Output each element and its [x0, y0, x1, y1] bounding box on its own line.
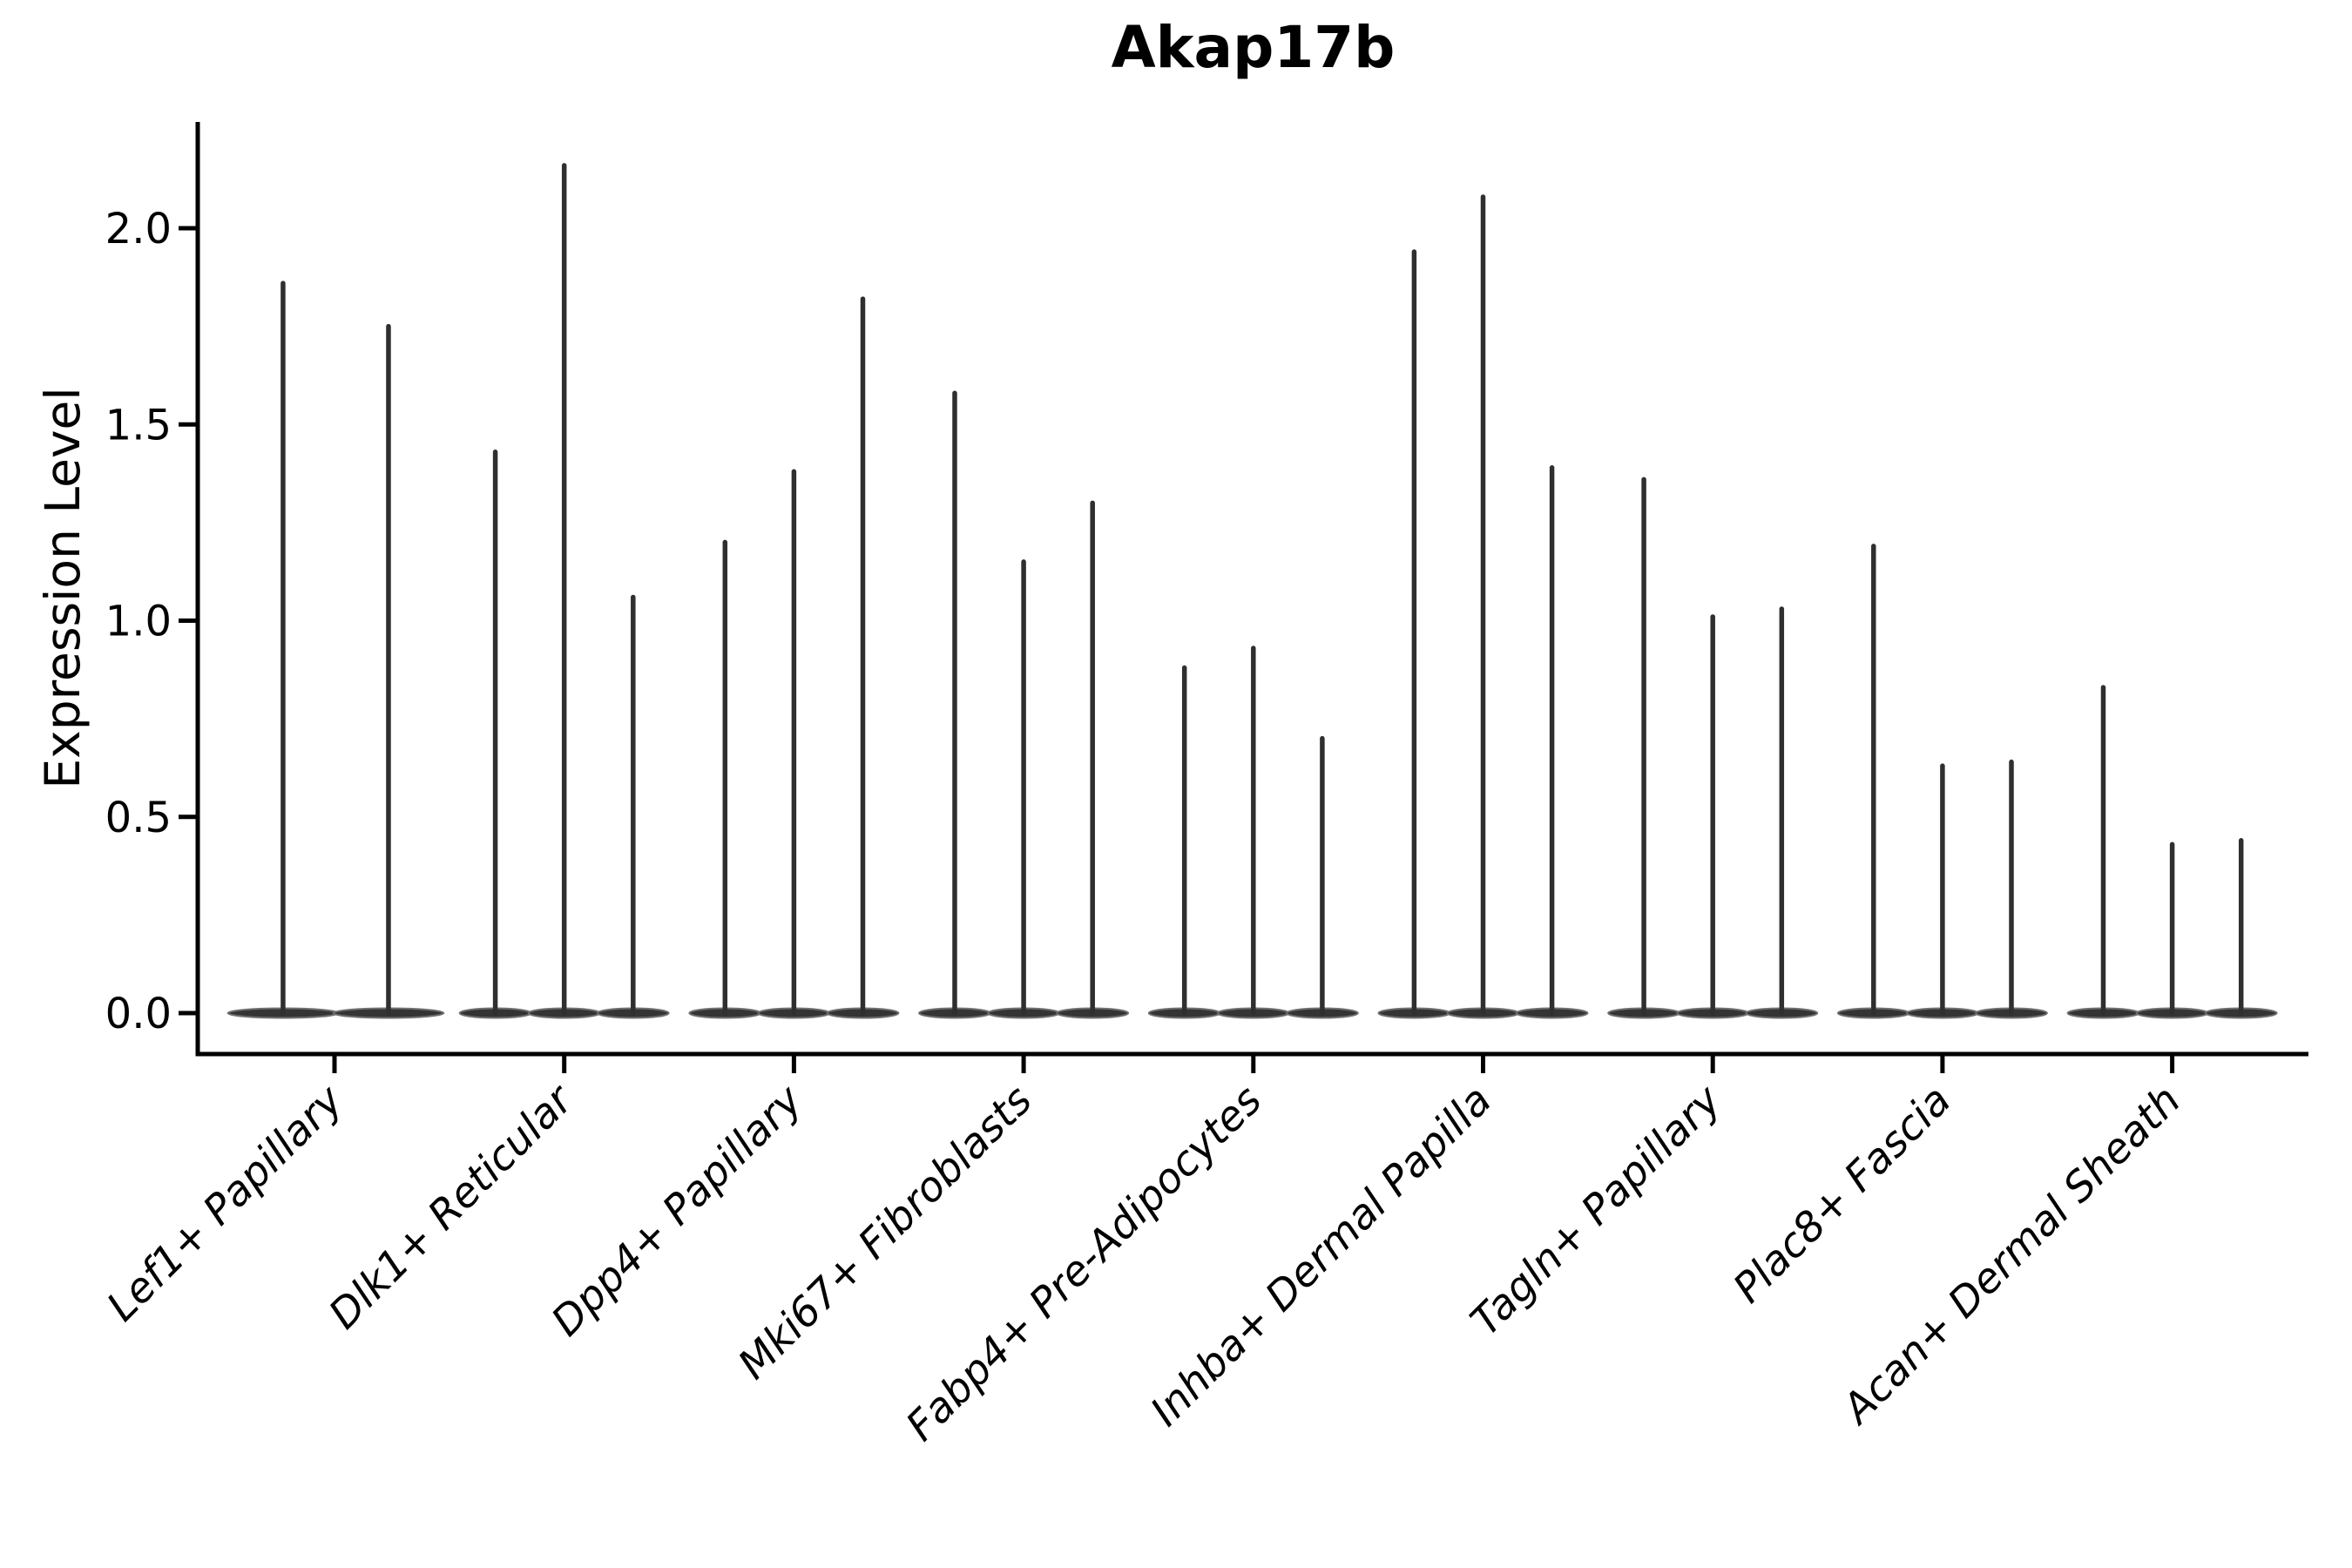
- x-category-label: Dpp4+ Papillary: [543, 1076, 813, 1346]
- x-category-label: Dlk1+ Reticular: [320, 1075, 584, 1339]
- y-tick-label: 1.5: [105, 401, 172, 449]
- x-category-label: Lef1+ Papillary: [98, 1076, 353, 1331]
- y-tick-label: 1.0: [105, 598, 172, 646]
- x-category-label: Plac8+ Fascia: [1724, 1077, 1960, 1313]
- x-category-label: Tagln+ Papillary: [1462, 1076, 1732, 1346]
- chart-title: Akap17b: [1111, 14, 1396, 81]
- y-tick-label: 0.5: [105, 794, 172, 842]
- y-tick-label: 0.0: [105, 990, 172, 1038]
- y-tick-label: 2.0: [105, 205, 172, 253]
